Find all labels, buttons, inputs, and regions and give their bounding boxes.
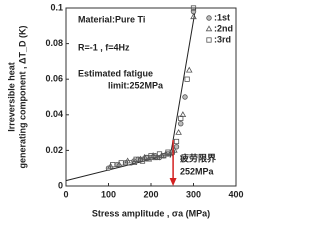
- x-tick-label: 100: [101, 189, 116, 199]
- point: [175, 128, 182, 135]
- legend-label: :3rd: [214, 34, 231, 44]
- point: [127, 160, 133, 166]
- point: [118, 160, 124, 166]
- point: [139, 158, 146, 164]
- chart: Material:Pure Ti R=-1 , f=4Hz Estimated …: [6, 2, 243, 218]
- legend-marker: [206, 15, 212, 21]
- y-tick-label: 0: [58, 180, 63, 190]
- point: [110, 162, 116, 168]
- y-tick-label: 0.08: [45, 38, 63, 48]
- point: [190, 13, 197, 20]
- legend-marker: [206, 37, 212, 43]
- point: [184, 76, 190, 82]
- point: [178, 115, 184, 121]
- y-axis-label: generating component , ΔT_D (K): [17, 26, 27, 169]
- point: [133, 156, 139, 162]
- point: [178, 120, 184, 127]
- x-tick-label: 400: [228, 189, 243, 199]
- legend-marker: [205, 25, 213, 32]
- annotation: Estimated fatigue: [78, 68, 153, 78]
- x-tick-label: 300: [186, 189, 201, 199]
- legend-label: :2nd: [214, 23, 233, 33]
- point: [173, 138, 180, 145]
- point: [173, 144, 180, 150]
- y-tick-label: 0.02: [45, 145, 63, 155]
- x-axis-label: Stress amplitude , σa (MPa): [92, 208, 210, 218]
- y-tick-label: 0.04: [45, 109, 63, 119]
- point: [107, 162, 114, 169]
- limit-label: 疲劳限界: [180, 152, 216, 163]
- point: [182, 94, 188, 100]
- point: [190, 5, 197, 11]
- point: [185, 66, 193, 73]
- limit-arrowhead: [169, 178, 177, 186]
- legend-label: :1st: [214, 12, 230, 22]
- y-tick-label: 0.06: [45, 74, 63, 84]
- y-axis-label: Irreversible heat: [6, 62, 16, 132]
- x-tick-label: 0: [63, 189, 68, 199]
- point: [161, 153, 167, 159]
- annotation: R=-1 , f=4Hz: [78, 42, 130, 52]
- y-tick-label: 0.1: [50, 2, 63, 12]
- point: [145, 155, 153, 162]
- x-tick-label: 200: [143, 189, 158, 199]
- point: [115, 161, 123, 167]
- point: [166, 150, 174, 157]
- annotation: Material:Pure Ti: [78, 14, 145, 24]
- annotation: limit:252MPa: [108, 80, 164, 90]
- limit-label: 252MPa: [180, 166, 215, 176]
- point: [130, 159, 138, 166]
- fit-line: [65, 153, 173, 182]
- point: [152, 154, 158, 161]
- fit-line: [169, 7, 197, 158]
- point: [169, 149, 175, 155]
